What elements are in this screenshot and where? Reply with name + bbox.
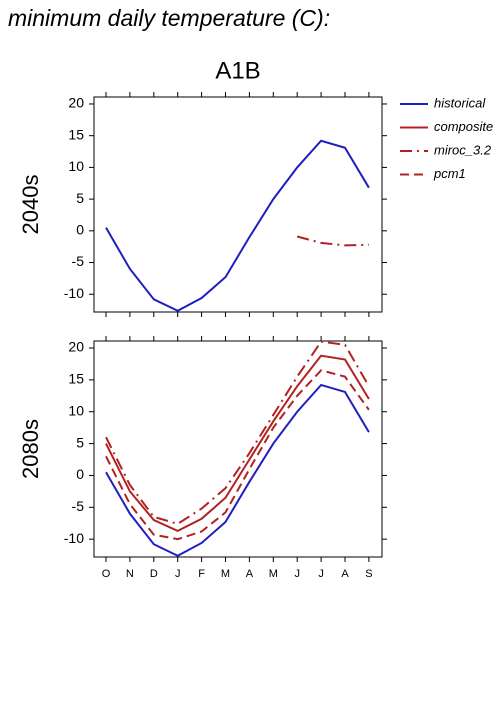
- chart-subtitle: A1B: [215, 57, 260, 84]
- x-tick-label: M: [269, 568, 278, 580]
- y-tick-label: 15: [68, 126, 84, 142]
- y-tick-label: 20: [68, 95, 84, 111]
- series-line: [105, 383, 370, 557]
- x-tick-label: A: [341, 568, 349, 580]
- x-tick-label: J: [318, 568, 324, 580]
- x-tick-label: S: [365, 568, 372, 580]
- legend-label: miroc_3.2: [434, 142, 492, 157]
- legend-label: historical: [434, 95, 486, 110]
- y-axis-label: 2040s: [18, 175, 43, 235]
- y-tick-label: 10: [68, 158, 84, 174]
- y-tick-label: -10: [64, 285, 84, 301]
- x-tick-label: A: [246, 568, 254, 580]
- x-tick-label: N: [126, 568, 134, 580]
- y-tick-label: 15: [68, 371, 84, 387]
- x-tick-label: O: [102, 568, 111, 580]
- y-tick-label: -5: [72, 253, 85, 269]
- y-tick-label: -10: [64, 530, 84, 546]
- plot-frame: [93, 96, 383, 313]
- series-line: [105, 340, 370, 525]
- y-tick-label: 5: [76, 190, 84, 206]
- x-tick-label: M: [221, 568, 230, 580]
- y-tick-label: 0: [76, 222, 84, 238]
- y-tick-label: -5: [72, 498, 85, 514]
- series-line: [105, 369, 370, 541]
- series-line: [105, 354, 370, 532]
- x-tick-label: D: [150, 568, 158, 580]
- y-axis-label: 2080s: [18, 419, 43, 479]
- chart-title: minimum daily temperature (C):: [8, 5, 330, 31]
- y-tick-label: 0: [76, 466, 84, 482]
- legend-label: composite: [434, 119, 493, 134]
- x-tick-label: J: [175, 568, 181, 580]
- series-line: [105, 139, 370, 312]
- y-tick-label: 20: [68, 339, 84, 355]
- x-tick-label: J: [294, 568, 300, 580]
- legend-label: pcm1: [433, 166, 466, 181]
- x-tick-label: F: [198, 568, 205, 580]
- plot-frame: [93, 340, 383, 558]
- y-tick-label: 5: [76, 434, 84, 450]
- y-tick-label: 10: [68, 402, 84, 418]
